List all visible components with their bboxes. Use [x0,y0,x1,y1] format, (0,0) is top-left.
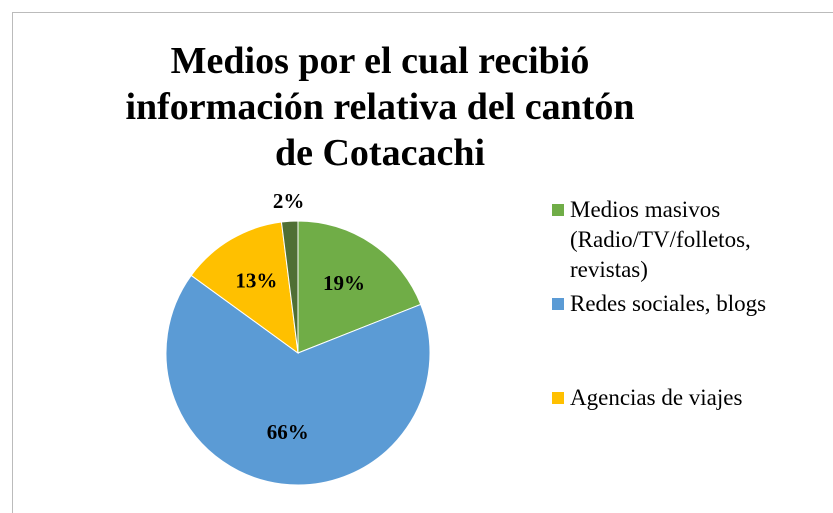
chart-frame [12,12,833,513]
legend-item: Redes sociales, blogs [552,289,767,319]
legend-label: Medios masivos (Radio/TV/folletos, revis… [570,197,751,282]
data-label: 66% [267,420,309,444]
legend-swatch [552,204,564,216]
legend-label: Agencias de viajes [570,385,743,410]
legend-label: Redes sociales, blogs [570,291,767,316]
legend-item: Medios masivos (Radio/TV/folletos, revis… [552,195,767,285]
legend-item: Agencias de viajes [552,383,767,413]
data-label: 19% [323,271,365,295]
pie-slice [280,220,299,354]
legend-swatch [552,298,564,310]
legend-swatch [552,392,564,404]
pie-slice [190,221,299,355]
chart-title: Medios por el cual recibió información r… [125,40,635,174]
pie-slice [165,274,431,486]
data-label: 2% [273,189,305,213]
pie-slice [297,220,422,354]
data-label: 13% [235,268,277,292]
